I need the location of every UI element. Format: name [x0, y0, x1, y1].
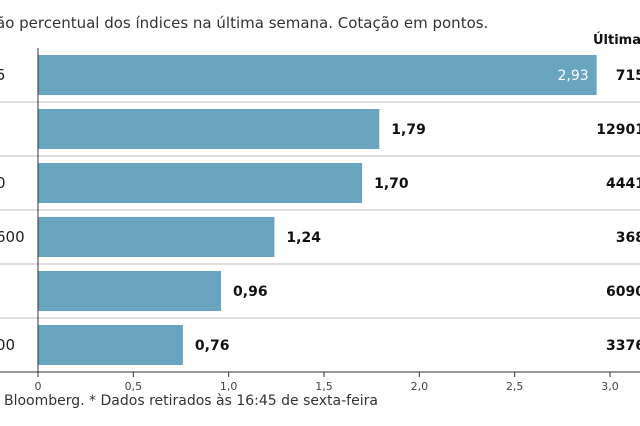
- value-label: 0,76: [195, 338, 230, 354]
- source-footnote: Bloomberg. * Dados retirados às 16:45 de…: [4, 393, 378, 409]
- x-tick-label: 3,0: [601, 380, 619, 393]
- bar: [38, 55, 597, 95]
- value-label: 1,70: [374, 176, 409, 192]
- bar: [38, 163, 363, 203]
- value-label: 1,79: [391, 122, 426, 138]
- last-quote-value: 715: [616, 68, 640, 84]
- last-quote-column-header: Última c: [593, 33, 640, 48]
- last-quote-value: 4441: [606, 176, 640, 192]
- x-tick-label: 0,5: [125, 380, 143, 393]
- last-quote-value: 12901: [596, 122, 640, 138]
- category-label: 600: [0, 228, 25, 246]
- value-label: 0,96: [233, 284, 268, 300]
- x-tick-label: 2,0: [411, 380, 429, 393]
- bar: [38, 325, 183, 365]
- last-quote-value: 3376: [606, 338, 640, 354]
- value-label: 1,24: [286, 230, 321, 246]
- x-axis: 0 0,5 1,0 1,5 2,0 2,5 3,0: [0, 48, 640, 393]
- x-tick-label: 0: [35, 380, 42, 393]
- bar: [38, 271, 222, 311]
- x-tick-label: 2,5: [506, 380, 524, 393]
- category-label: 00: [0, 336, 15, 354]
- last-quote-value: 368: [616, 230, 640, 246]
- category-label: 5: [0, 66, 6, 84]
- x-tick-label: 1,0: [220, 380, 238, 393]
- chart-rows: 5 2,93 715 1,79 12901 0 1,70 4441 600 1,24 368 0,96…: [0, 55, 640, 365]
- bar: [38, 109, 380, 149]
- chart-subtitle: ão percentual dos índices na última sema…: [0, 14, 489, 32]
- category-label: 0: [0, 174, 6, 192]
- value-label: 2,93: [557, 68, 588, 84]
- bar: [38, 217, 275, 257]
- x-tick-label: 1,5: [315, 380, 333, 393]
